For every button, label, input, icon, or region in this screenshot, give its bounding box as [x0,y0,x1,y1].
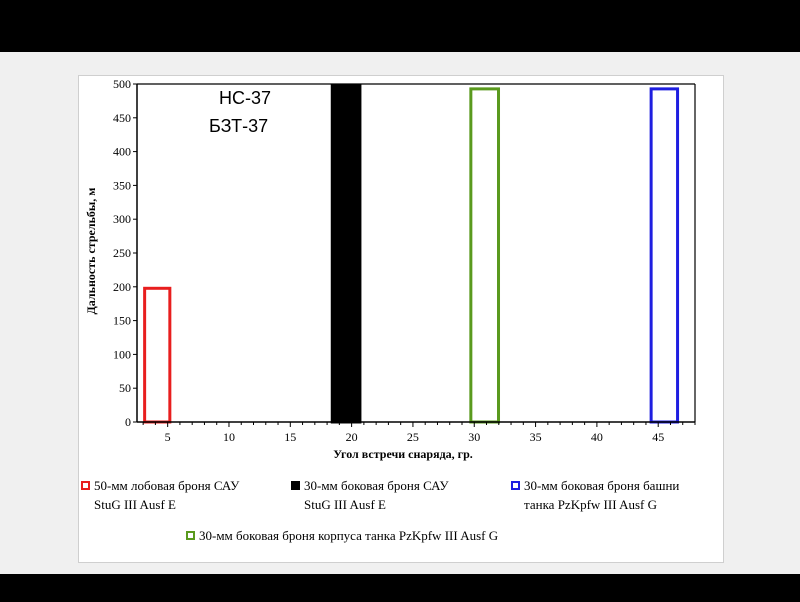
y-axis-label: Дальность стрельбы, м [84,188,98,315]
y-tick-label: 400 [113,145,131,159]
legend-item-1: 50-мм лобовая броня САУ StuG III Ausf E [81,476,239,514]
legend-swatch [291,481,300,490]
y-tick-label: 350 [113,178,131,192]
legend-label-continued: танка PzKpfw III Ausf G [524,497,657,512]
x-tick-label: 35 [530,430,542,444]
x-tick-label: 5 [165,430,171,444]
legend-label-continued: StuG III Ausf E [304,497,386,512]
ticks: 0 50 100 150 200 250 300 350 400 450 500 5 10 15 20 25 3… [113,77,696,444]
chart-annotation-line-2: БЗТ-37 [209,116,268,136]
legend-swatch [81,481,90,490]
legend-label: 30-мм боковая броня корпуса танка PzKpfw… [199,528,499,543]
bar-3 [649,87,680,424]
chart-annotation-line-1: НС-37 [219,88,271,108]
y-tick-label: 300 [113,212,131,226]
legend-label: 30-мм боковая броня САУ [304,478,449,493]
legend-item-2: 30-мм боковая броня САУ StuG III Ausf E [291,476,449,514]
y-tick-label: 100 [113,347,131,361]
bar-2 [330,84,362,424]
legend-swatch [186,531,195,540]
y-tick-label: 250 [113,246,131,260]
y-tick-label: 200 [113,280,131,294]
chart: 0 50 100 150 200 250 300 350 400 450 500 5 10 15 20 25 3… [84,77,696,461]
x-tick-label: 40 [591,430,603,444]
legend-label-continued: StuG III Ausf E [94,497,176,512]
chart-panel: 0 50 100 150 200 250 300 350 400 450 500 5 10 15 20 25 3… [78,75,724,563]
x-axis-label: Угол встречи снаряда, гр. [333,447,473,461]
y-tick-label: 450 [113,111,131,125]
bar-1 [143,286,172,424]
legend-swatch [511,481,520,490]
bar-4 [469,87,501,424]
y-tick-label: 150 [113,314,131,328]
legend-label: 30-мм боковая броня башни [524,478,680,493]
x-tick-label: 45 [652,430,664,444]
y-tick-label: 0 [125,415,131,429]
x-tick-label: 30 [468,430,480,444]
legend-item-4: 30-мм боковая броня корпуса танка PzKpfw… [186,526,498,545]
y-tick-label: 500 [113,77,131,91]
legend-item-3: 30-мм боковая броня башни танка PzKpfw I… [511,476,679,514]
slide-area: 0 50 100 150 200 250 300 350 400 450 500 5 10 15 20 25 3… [0,52,800,574]
x-tick-label: 10 [223,430,235,444]
y-tick-label: 50 [119,381,131,395]
legend-label: 50-мм лобовая броня САУ [94,478,240,493]
x-tick-label: 25 [407,430,419,444]
x-tick-label: 20 [346,430,358,444]
x-tick-label: 15 [284,430,296,444]
